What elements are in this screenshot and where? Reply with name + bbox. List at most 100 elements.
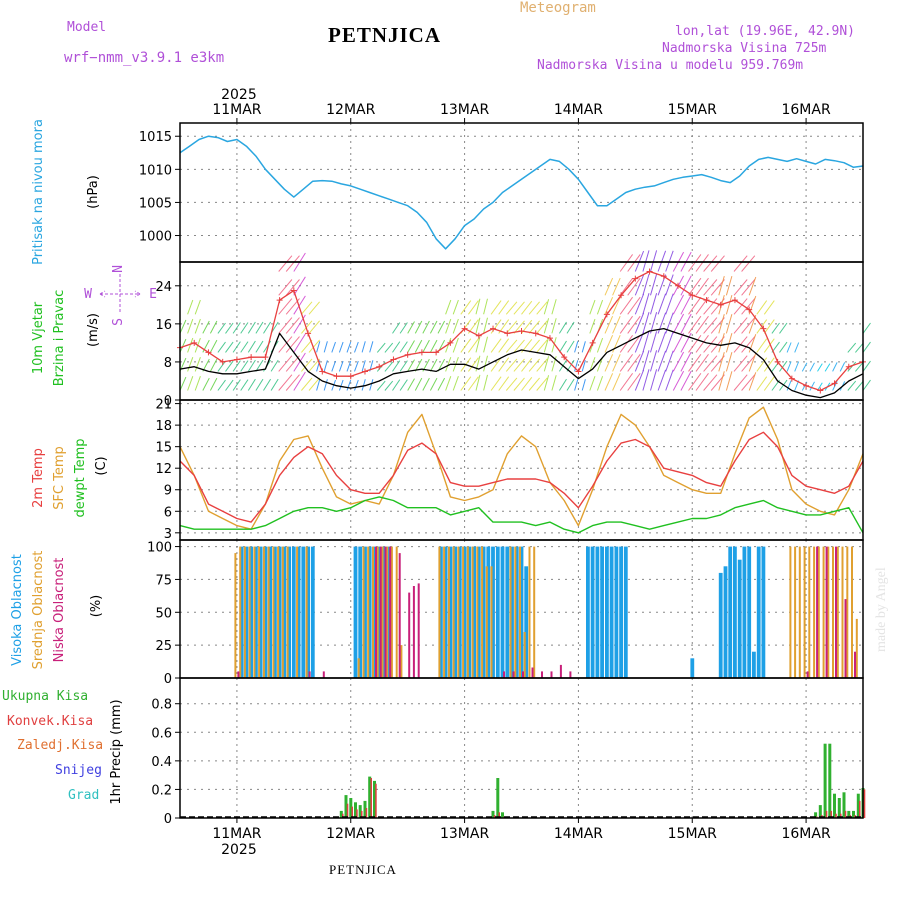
day-label-bottom-2: 13MAR [440,826,489,842]
wind-arrow-208 [543,375,550,391]
cloud-bar-2-2 [322,671,325,678]
wind-arrow-174 [490,357,502,372]
ytick-label-temperature-4: 15 [155,441,172,456]
wind-arrow-17 [202,320,210,334]
wind-arrow-104 [361,360,366,372]
wind-arrow-121 [399,341,408,353]
cloud-bar-0-10 [287,546,291,678]
cloud-bar-0-60 [752,651,756,678]
wind-arrow-207 [536,301,548,315]
ylabel-pressure: Pritisak na nivou mora [31,119,46,265]
cloud-bar-2-9 [412,586,415,678]
precip-bar-1-16 [840,813,842,818]
ytick-label-pressure-0: 1000 [139,230,172,245]
wind-arrow-124 [407,359,415,372]
wind-gust-marker-4 [233,356,240,363]
wind-arrow-209 [543,356,550,372]
wind-arrow-345 [718,371,725,391]
day-label-top-5: 16MAR [781,102,830,118]
precip-bar-0-11 [814,812,818,818]
wind-gust-marker-9 [305,330,312,337]
wind-gust-marker-11 [333,373,340,380]
wind-arrow-188 [513,377,525,391]
wind-arrow-352 [725,352,733,372]
wind-arrow-297 [665,350,674,372]
wind-arrow-403 [809,381,815,391]
wind-arrow-377 [756,376,768,391]
wind-arrow-225 [566,321,575,334]
wind-arrow-84 [308,301,320,315]
wind-arrow-80 [308,377,320,391]
ytick-label-precipitation-0: 0 [164,812,172,827]
wind-arrow-129 [414,339,423,353]
cloud-bar-0-40 [514,546,519,678]
cloud-bar-2-6 [389,546,392,678]
precip-bar-0-20 [856,793,860,818]
wind-arrow-269 [634,350,645,372]
ylabel-cloud-high: Visoka Oblacnost [10,554,25,666]
cloud-bar-1-41 [533,546,536,678]
wind-gust-marker-10 [319,368,326,375]
wind-gust-marker-5 [248,354,255,361]
precip-bar-0-7 [373,780,376,818]
wind-arrow-312 [680,332,692,353]
wind-arrow-374 [748,314,757,334]
cloud-bar-0-47 [605,546,609,678]
wind-arrow-216 [551,318,557,334]
wind-arrow-291 [657,331,667,353]
ylabel-cloud-low: Niska Oblacnost [52,558,67,663]
wind-arrow-175 [490,338,502,353]
cloud-bar-0-3 [254,546,258,678]
ytick-label-wind-2: 16 [155,318,172,333]
wind-arrow-102 [354,341,359,353]
location-title: PETNJICA [328,23,442,47]
wind-gust-marker-7 [276,297,283,304]
cloud-bar-0-29 [462,546,467,678]
compass-s: S [111,318,126,326]
cloud-bar-2-13 [522,671,524,678]
wind-gust-marker-6 [262,354,269,361]
cloud-bar-2-18 [569,671,572,678]
wind-arrow-310 [680,370,692,391]
wind-arrow-157 [460,300,472,315]
day-label-bottom-0: 11MAR [212,826,261,842]
wind-arrow-147 [445,299,452,315]
cloud-bar-0-5 [263,546,268,678]
wind-arrow-267 [627,254,641,272]
wind-arrow-192 [513,301,525,315]
wind-arrow-127 [414,377,423,391]
wind-gust-marker-19 [447,339,454,346]
cloud-bar-1-9 [277,546,280,678]
wind-arrow-144 [445,357,452,372]
wind-arrow-402 [801,362,808,372]
wind-arrow-187 [505,301,518,315]
precip-bar-0-8 [491,810,495,818]
precip-bar-1-13 [825,810,828,818]
wind-arrow-90 [323,341,328,353]
wind-arrow-19 [209,358,218,372]
wind-arrow-189 [513,358,525,372]
wind-arrow-327 [695,315,709,334]
ylabel-wind-1: 10m Vjetar [31,301,46,374]
wind-arrow-272 [634,293,645,315]
cloud-bar-0-24 [439,546,443,678]
wind-arrow-419 [862,379,871,391]
cloud-bar-0-18 [363,546,367,678]
wind-arrow-177 [490,300,502,315]
wind-arrow-0 [179,376,187,391]
wind-gust-marker-23 [504,330,511,337]
wind-arrow-171 [483,317,488,334]
cloud-bar-1-38 [519,546,521,678]
cloud-bar-0-1 [244,546,249,678]
wind-gust-marker-12 [347,373,354,380]
ytick-label-clouds-3: 75 [155,573,172,588]
wind-arrow-8 [187,299,194,315]
precip-bar-1-3 [356,809,358,818]
model-elevation-label: Nadmorska Visina u modelu 959.769m [537,58,804,73]
wind-arrow-184 [505,358,518,372]
cloud-bar-0-59 [747,546,752,678]
wind-arrow-173 [490,376,502,391]
wind-gust-marker-24 [518,328,525,334]
wind-arrow-103 [361,379,366,391]
